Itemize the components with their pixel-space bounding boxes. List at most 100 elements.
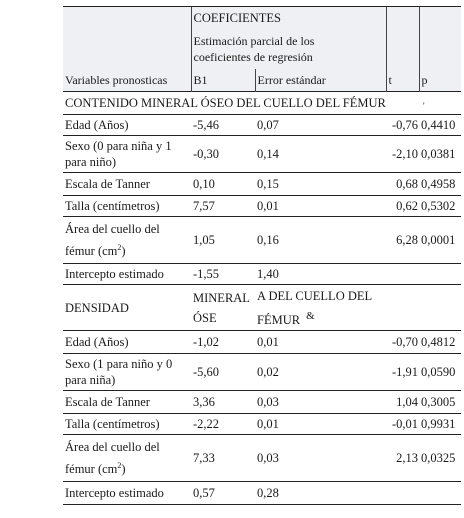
row-t	[386, 481, 419, 506]
row-label-line1: Área del cuello del	[65, 222, 160, 236]
row-t: 1,04	[386, 390, 419, 414]
row-p	[419, 481, 461, 506]
row-label: Sexo (0 para niña y 1 para niño)	[63, 135, 191, 173]
section-title-row: DENSIDAD MINERAL ÓSE A DEL CUELLO DEL FÉ…	[63, 283, 461, 331]
header-group-title: COEFICIENTES	[190, 6, 386, 29]
section2-title: DENSIDAD	[63, 283, 191, 331]
row-b1: -2,22	[191, 413, 255, 435]
table-row: Edad (Años) -1,02 0,01 -0,70 0,4812	[63, 330, 461, 354]
row-label-line2-text: fémur (cm	[65, 462, 118, 477]
table-row: Escala de Tanner 0,10 0,15 0,68 0,4958	[63, 172, 461, 196]
row-p	[419, 263, 461, 285]
section2-amp: &	[306, 310, 315, 322]
row-b1: -1,55	[191, 263, 255, 285]
row-t: -0,01	[386, 413, 419, 435]
table-row: Talla (centímetros) -2,22 0,01 -0,01 0,9…	[63, 413, 461, 435]
section2-title-part3: A DEL CUELLO DEL FÉMUR &	[255, 283, 461, 331]
row-p: 0,0325	[419, 434, 461, 482]
row-b1: -5,46	[191, 114, 255, 136]
row-b1: 7,57	[191, 195, 255, 217]
column-header-error: Error estándar	[254, 69, 386, 92]
row-label: Talla (centímetros)	[63, 195, 191, 217]
row-label: Área del cuello del fémur (cm2)	[63, 216, 191, 264]
row-b1: -5,60	[191, 353, 255, 391]
row-p: 0,4410	[419, 114, 461, 136]
row-error: 0,15	[255, 172, 386, 196]
section2-title-part3-text: A DEL CUELLO DEL FÉMUR	[257, 289, 372, 328]
header-empty-t-2	[385, 29, 419, 69]
regression-table: COEFICIENTES Estimación parcial de los c…	[63, 6, 461, 506]
row-b1: 0,57	[191, 481, 255, 506]
table-row: Área del cuello del fémur (cm2) 7,33 0,0…	[63, 434, 461, 482]
row-b1: -0,30	[191, 135, 255, 173]
column-header-p: p	[418, 69, 461, 92]
row-error: 0,01	[255, 330, 386, 354]
row-p: 0,0590	[419, 353, 461, 391]
row-p: 0,4812	[419, 330, 461, 354]
row-b1: -1,02	[191, 330, 255, 354]
header-empty-t	[385, 6, 419, 29]
section2-title-part2: MINERAL ÓSE	[191, 283, 255, 331]
row-t	[386, 263, 419, 285]
row-t: -1,91	[386, 353, 419, 391]
row-error: 0,03	[255, 390, 386, 414]
row-label-superscript: 2	[117, 242, 122, 252]
header-group-subtitle: Estimación parcial de los coeficientes d…	[190, 29, 386, 69]
row-label-line1: Área del cuello del	[65, 440, 160, 455]
header-empty-cell-2	[63, 29, 191, 69]
header-subtitle-text: Estimación parcial de los coeficientes d…	[193, 34, 315, 64]
row-label-line2-text: fémur (cm	[65, 244, 118, 258]
row-label-line2: fémur (cm2)	[65, 461, 191, 477]
row-t: 0,62	[386, 195, 419, 217]
row-error: 0,07	[255, 114, 386, 136]
row-label-line2-close: )	[121, 244, 126, 258]
row-error: 0,14	[255, 135, 386, 173]
row-p: 0,0381	[419, 135, 461, 173]
column-header-vars: Variables pronosticas	[63, 69, 191, 92]
row-t: -0,70	[386, 330, 419, 354]
column-header-t: t	[385, 69, 419, 92]
row-error: 0,03	[255, 434, 386, 482]
row-p: 0,9931	[419, 413, 461, 435]
row-p: 0,0001	[419, 216, 461, 264]
row-label: Escala de Tanner	[63, 390, 191, 414]
row-b1: 7,33	[191, 434, 255, 482]
table-row: Sexo (0 para niña y 1 para niño) -0,30 0…	[63, 135, 461, 173]
section-title-row: CONTENIDO MINERAL ÓSEO DEL CUELLO DEL FÉ…	[63, 91, 461, 115]
row-b1: 0,10	[191, 172, 255, 196]
row-p: 0,5302	[419, 195, 461, 217]
header-row-1: COEFICIENTES	[63, 6, 461, 29]
header-row-2: Estimación parcial de los coeficientes d…	[63, 29, 461, 69]
row-t: 2,13	[386, 434, 419, 482]
row-t: 6,28	[386, 216, 419, 264]
header-empty-cell	[63, 6, 191, 29]
row-error: 0,01	[255, 413, 386, 435]
table-row: Área del cuello del fémur (cm2) 1,05 0,1…	[63, 216, 461, 264]
row-error: 0,28	[255, 481, 386, 506]
regression-table-container: COEFICIENTES Estimación parcial de los c…	[63, 6, 461, 506]
row-label: Edad (Años)	[63, 114, 191, 136]
row-label: Sexo (1 para niño y 0 para niña)	[63, 353, 191, 391]
column-header-b1: B1	[190, 69, 255, 92]
header-empty-p-2	[418, 29, 461, 69]
row-t: -2,10	[386, 135, 419, 173]
table-row: Talla (centímetros) 7,57 0,01 0,62 0,530…	[63, 195, 461, 217]
row-label: Intercepto estimado	[63, 263, 191, 285]
table-row: Intercepto estimado -1,55 1,40	[63, 263, 461, 285]
p-column-mark: '	[423, 101, 425, 111]
row-label-line2: fémur (cm2)	[65, 243, 191, 259]
row-p: 0,4958	[419, 172, 461, 196]
row-label: Escala de Tanner	[63, 172, 191, 196]
table-row: Edad (Años) -5,46 0,07 -0,76 0,4410	[63, 114, 461, 136]
table-row: Intercepto estimado 0,57 0,28	[63, 481, 461, 506]
header-row-3: Variables pronosticas B1 Error estándar …	[63, 69, 461, 92]
section2-title-part2-text: MINERAL ÓSE	[193, 290, 250, 325]
table-row: Escala de Tanner 3,36 0,03 1,04 0,3005	[63, 390, 461, 414]
row-label: Área del cuello del fémur (cm2)	[63, 434, 191, 482]
section1-title: CONTENIDO MINERAL ÓSEO DEL CUELLO DEL FÉ…	[63, 91, 461, 115]
row-error: 0,01	[255, 195, 386, 217]
row-b1: 1,05	[191, 216, 255, 264]
row-error: 0,02	[255, 353, 386, 391]
row-label-line2-close: )	[121, 462, 126, 477]
row-label: Talla (centímetros)	[63, 413, 191, 435]
